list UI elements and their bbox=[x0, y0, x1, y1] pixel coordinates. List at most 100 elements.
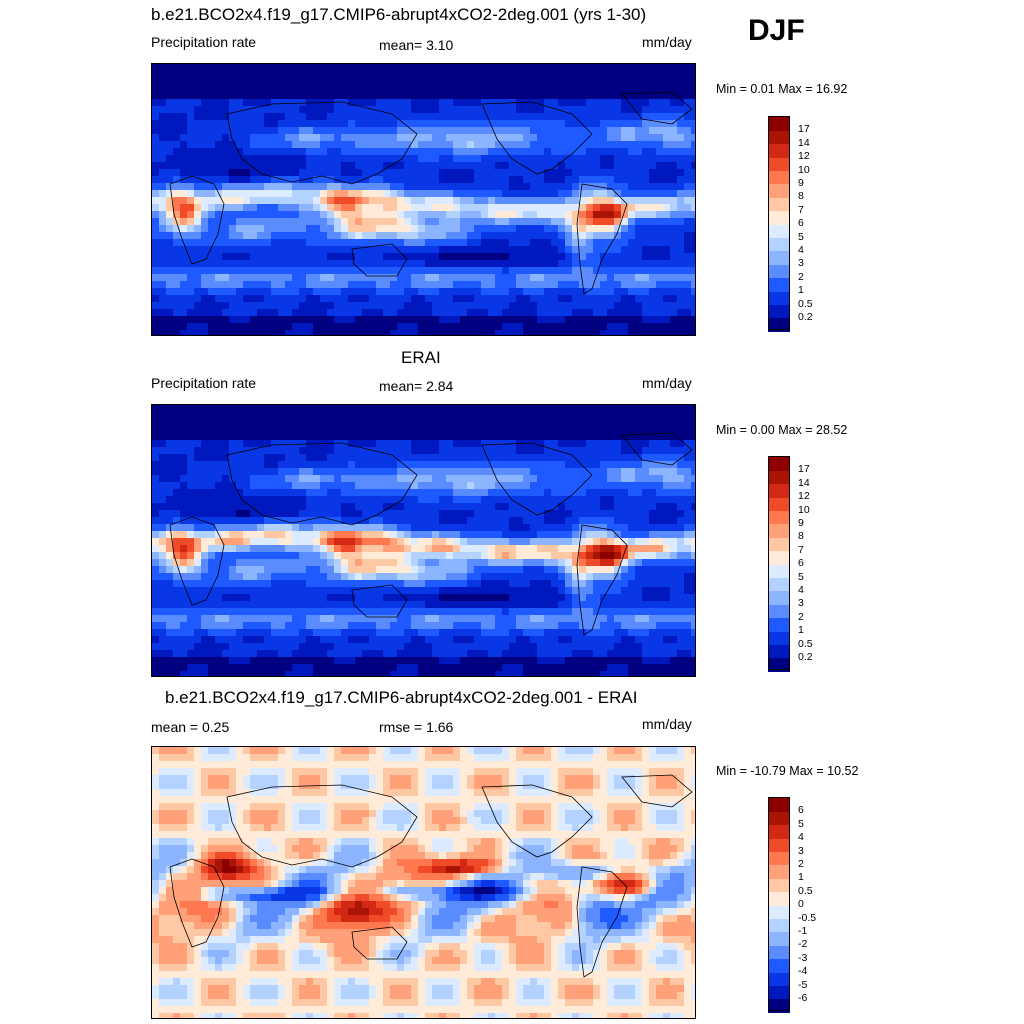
map-grid-cell bbox=[670, 524, 678, 532]
map-grid-cell bbox=[628, 316, 636, 324]
map-grid-cell bbox=[642, 440, 650, 448]
map-grid-cell bbox=[278, 468, 286, 476]
map-grid-cell bbox=[530, 545, 538, 553]
map-grid-cell bbox=[369, 85, 377, 93]
map-grid-cell bbox=[670, 190, 678, 198]
map-grid-cell bbox=[243, 412, 251, 420]
map-grid-cell bbox=[551, 204, 559, 212]
map-grid-cell bbox=[593, 482, 601, 490]
map-grid-cell bbox=[656, 454, 664, 462]
map-grid-cell bbox=[488, 531, 496, 539]
map-grid-cell bbox=[348, 468, 356, 476]
map-grid-cell bbox=[656, 281, 664, 289]
map-grid-cell bbox=[411, 85, 419, 93]
map-grid-cell bbox=[453, 99, 461, 107]
map-grid-cell bbox=[229, 426, 237, 434]
map-grid-cell bbox=[495, 510, 503, 518]
map-grid-cell bbox=[201, 141, 209, 149]
map-grid-cell bbox=[159, 141, 167, 149]
map-grid-cell bbox=[320, 454, 328, 462]
map-grid-cell bbox=[663, 85, 671, 93]
map-grid-cell bbox=[369, 92, 377, 100]
map-grid-cell bbox=[369, 461, 377, 469]
map-grid-cell bbox=[614, 503, 622, 511]
map-grid-cell bbox=[341, 225, 349, 233]
map-grid-cell bbox=[628, 475, 636, 483]
map-grid-cell bbox=[670, 482, 678, 490]
map-grid-cell bbox=[397, 148, 405, 156]
map-grid-cell bbox=[362, 141, 370, 149]
map-grid-cell bbox=[558, 197, 566, 205]
map-grid-cell bbox=[236, 482, 244, 490]
map-grid-cell bbox=[551, 246, 559, 254]
map-grid-cell bbox=[600, 288, 608, 296]
map-grid-cell bbox=[614, 253, 622, 261]
map-grid-cell bbox=[642, 482, 650, 490]
map-grid-cell bbox=[341, 155, 349, 163]
map-grid-cell bbox=[187, 419, 195, 427]
map-grid-cell bbox=[446, 92, 454, 100]
map-grid-cell bbox=[376, 538, 384, 546]
map-grid-cell bbox=[432, 99, 440, 107]
map-grid-cell bbox=[201, 183, 209, 191]
map-grid-cell bbox=[229, 419, 237, 427]
map-grid-cell bbox=[516, 134, 524, 142]
map-grid-cell bbox=[187, 113, 195, 121]
map-grid-cell bbox=[194, 246, 202, 254]
map-grid-cell bbox=[173, 461, 181, 469]
map-grid-cell bbox=[362, 288, 370, 296]
map-grid-cell bbox=[495, 176, 503, 184]
map-grid-cell bbox=[229, 468, 237, 476]
map-grid-cell bbox=[257, 267, 265, 275]
map-grid-cell bbox=[159, 176, 167, 184]
map-grid-cell bbox=[208, 510, 216, 518]
map-grid-cell bbox=[222, 330, 230, 335]
map-grid-cell bbox=[544, 405, 552, 413]
map-grid-cell bbox=[551, 323, 559, 331]
map-grid-cell bbox=[446, 197, 454, 205]
map-grid-cell bbox=[537, 440, 545, 448]
map-grid-cell bbox=[397, 405, 405, 413]
map-grid-cell bbox=[670, 330, 678, 335]
map-grid-cell bbox=[600, 405, 608, 413]
map-grid-cell bbox=[670, 281, 678, 289]
map-grid-cell bbox=[523, 92, 531, 100]
map-grid-cell bbox=[327, 538, 335, 546]
map-grid-cell bbox=[180, 309, 188, 317]
map-grid-cell bbox=[642, 559, 650, 567]
map-grid-cell bbox=[180, 419, 188, 427]
map-grid-cell bbox=[649, 239, 657, 247]
map-grid-cell bbox=[628, 274, 636, 282]
map-grid-cell bbox=[257, 225, 265, 233]
map-grid-cell bbox=[614, 99, 622, 107]
map-grid-cell bbox=[656, 482, 664, 490]
map-grid-cell bbox=[173, 232, 181, 240]
map-grid-cell bbox=[642, 113, 650, 121]
map-grid-cell bbox=[243, 197, 251, 205]
map-grid-cell bbox=[656, 134, 664, 142]
map-grid-cell bbox=[656, 440, 664, 448]
map-grid-cell bbox=[670, 412, 678, 420]
map-grid-cell bbox=[544, 426, 552, 434]
map-grid-cell bbox=[250, 316, 258, 324]
map-grid-cell bbox=[460, 162, 468, 170]
map-grid-cell bbox=[509, 461, 517, 469]
map-grid-cell bbox=[502, 482, 510, 490]
map-grid-cell bbox=[656, 524, 664, 532]
map-grid-cell bbox=[565, 169, 573, 177]
map-grid-cell bbox=[460, 267, 468, 275]
map-grid-cell bbox=[572, 503, 580, 511]
map-grid-cell bbox=[159, 440, 167, 448]
map-grid-cell bbox=[418, 524, 426, 532]
map-grid-cell bbox=[600, 545, 608, 553]
map-grid-cell bbox=[320, 524, 328, 532]
map-grid-cell bbox=[460, 204, 468, 212]
map-grid-cell bbox=[614, 274, 622, 282]
colorbar-swatch bbox=[768, 196, 790, 212]
map-grid-cell bbox=[684, 433, 692, 441]
map-grid-cell bbox=[509, 218, 517, 226]
map-grid-cell bbox=[523, 239, 531, 247]
map-grid-cell bbox=[285, 225, 293, 233]
map-grid-cell bbox=[586, 412, 594, 420]
map-grid-cell bbox=[278, 239, 286, 247]
